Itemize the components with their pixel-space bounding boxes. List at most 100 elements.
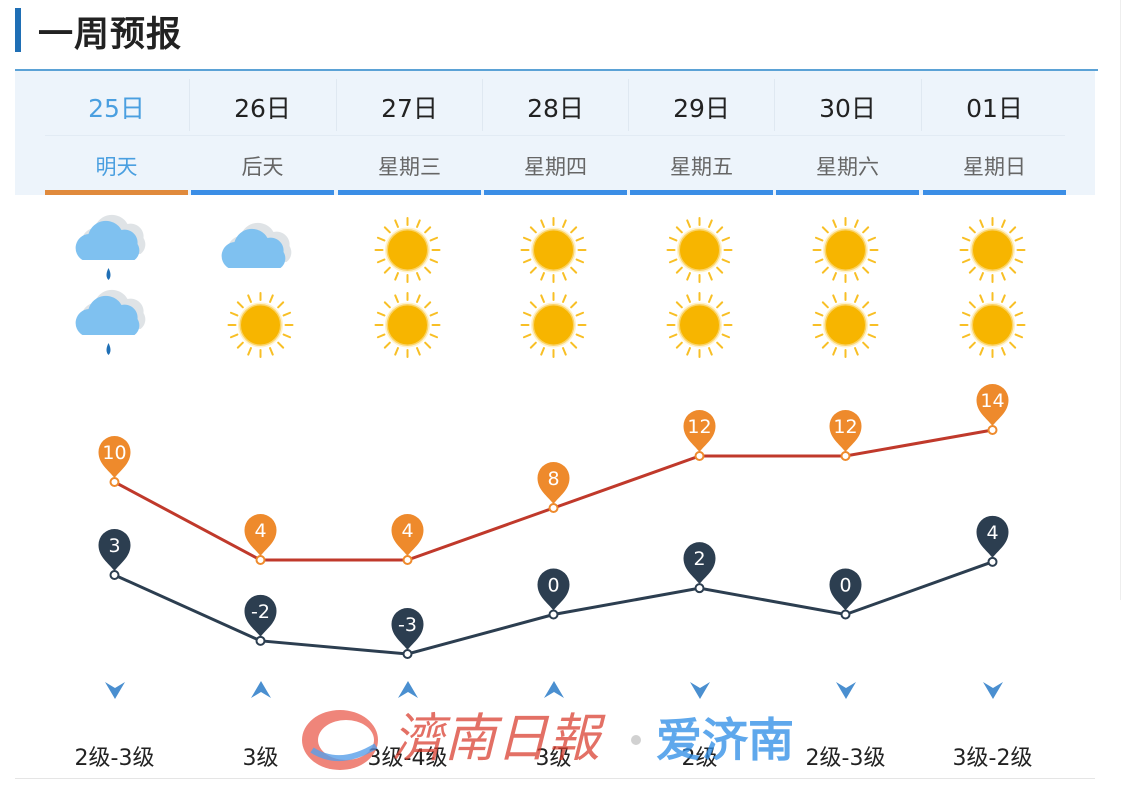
- temp-point: [694, 451, 705, 461]
- tab-day-0[interactable]: 25日明天: [45, 71, 188, 195]
- tab-divider: [628, 79, 629, 131]
- tab-weekday: 星期日: [963, 155, 1026, 179]
- right-divider: [1120, 0, 1121, 600]
- tab-divider: [921, 79, 922, 131]
- wind-down-icon: [689, 682, 710, 699]
- tab-underline: [191, 190, 334, 195]
- tab-underline: [484, 190, 627, 195]
- temp-point: [840, 609, 851, 620]
- sun-icon: [666, 292, 733, 358]
- wind-level: 3级: [535, 746, 572, 771]
- tab-day-3[interactable]: 28日星期四: [484, 71, 627, 195]
- low-temp-point: 3: [98, 529, 131, 580]
- wind-up-icon: [397, 681, 418, 698]
- sun-icon: [959, 292, 1026, 358]
- high-temp-point: 12: [829, 410, 862, 461]
- temp-point: [548, 609, 559, 620]
- rain-icon: [75, 289, 146, 355]
- sun-icon: [520, 217, 587, 283]
- temp-label: 4: [254, 520, 266, 542]
- temp-point: [402, 555, 413, 565]
- tab-day-5[interactable]: 30日星期六: [776, 71, 919, 195]
- tab-underline: [45, 190, 188, 195]
- wind-down-icon: [982, 682, 1003, 699]
- temp-label: -2: [251, 601, 270, 623]
- tab-date: 25日: [88, 94, 145, 123]
- low-temp-point: 4: [976, 515, 1009, 567]
- sun-icon: [812, 292, 879, 358]
- wind-down-icon: [104, 682, 125, 699]
- high-temp-point: 8: [537, 462, 570, 513]
- low-temp-point: 2: [683, 542, 716, 594]
- tab-weekday: 星期四: [524, 155, 587, 179]
- page-title: 一周预报: [38, 15, 183, 55]
- sun-icon: [374, 292, 441, 358]
- temp-label: 12: [687, 416, 711, 438]
- temp-label: 4: [401, 520, 413, 542]
- high-temp-point: 4: [391, 514, 424, 565]
- wind-level: 3级-4级: [367, 746, 448, 771]
- wind-level: 2级-3级: [74, 746, 155, 771]
- temp-label: 4: [986, 522, 998, 544]
- tab-weekday: 明天: [95, 155, 138, 179]
- tab-date: 26日: [234, 94, 291, 123]
- low-temp-point: 0: [829, 568, 862, 620]
- watermark-logo-icon: [302, 710, 378, 770]
- tab-underline: [923, 190, 1066, 195]
- temp-label: 2: [693, 548, 705, 570]
- tab-day-1[interactable]: 26日后天: [191, 71, 334, 195]
- watermark-brand-cn: 濟南日報: [392, 709, 606, 769]
- temp-label: 0: [839, 575, 851, 597]
- tab-date: 29日: [673, 94, 730, 123]
- wind-down-icon: [835, 682, 856, 699]
- tab-weekday: 星期三: [378, 155, 441, 179]
- tab-date: 28日: [527, 94, 584, 123]
- high-temp-point: 10: [98, 436, 131, 487]
- sun-icon: [520, 292, 587, 358]
- tab-date: 27日: [381, 94, 438, 123]
- cloudy-icon: [221, 222, 292, 268]
- temp-point: [255, 635, 266, 646]
- temp-label: 0: [547, 575, 559, 597]
- temp-point: [840, 451, 851, 461]
- sun-icon: [227, 292, 294, 358]
- tab-weekday: 后天: [241, 155, 284, 179]
- tab-day-6[interactable]: 01日星期日: [923, 71, 1066, 195]
- sun-icon: [812, 217, 879, 283]
- wind-level: 3级-2级: [952, 746, 1033, 771]
- high-temp-point: 12: [683, 410, 716, 461]
- sun-icon: [374, 217, 441, 283]
- tab-day-4[interactable]: 29日 星期五: [630, 71, 773, 195]
- temp-point: [255, 555, 266, 565]
- wind-up-icon: [543, 681, 564, 698]
- tab-date: 30日: [819, 94, 876, 123]
- low-temp-point: 0: [537, 568, 570, 620]
- watermark-brand-app: 爱济南: [656, 713, 794, 767]
- tab-underline: [630, 190, 773, 195]
- tab-date: 01日: [966, 94, 1023, 123]
- wind-level: 3级: [242, 746, 279, 771]
- tab-underline: [776, 190, 919, 195]
- tab-day-2[interactable]: 27日星期三: [338, 71, 481, 195]
- high-temp-point: 4: [244, 514, 277, 565]
- newspaper-watermark: 濟南日報 爱济南: [302, 709, 794, 770]
- temp-label: 12: [833, 416, 857, 438]
- sun-icon: [959, 217, 1026, 283]
- temp-label: -3: [398, 614, 417, 636]
- header-top-border: [15, 69, 1098, 71]
- tab-divider: [336, 79, 337, 131]
- temp-point: [694, 583, 705, 594]
- tab-weekday: 星期六: [816, 155, 879, 179]
- tab-underline: [338, 190, 481, 195]
- temp-point: [548, 503, 559, 513]
- sun-icon: [666, 217, 733, 283]
- low-temp-point: -3: [391, 608, 424, 659]
- high-temp-point: 14: [976, 384, 1009, 435]
- temp-point: [109, 570, 120, 580]
- temp-point: [402, 649, 413, 659]
- bottom-border: [15, 778, 1095, 779]
- tab-divider: [774, 79, 775, 131]
- rain-icon: [75, 214, 146, 280]
- temp-label: 10: [102, 442, 126, 464]
